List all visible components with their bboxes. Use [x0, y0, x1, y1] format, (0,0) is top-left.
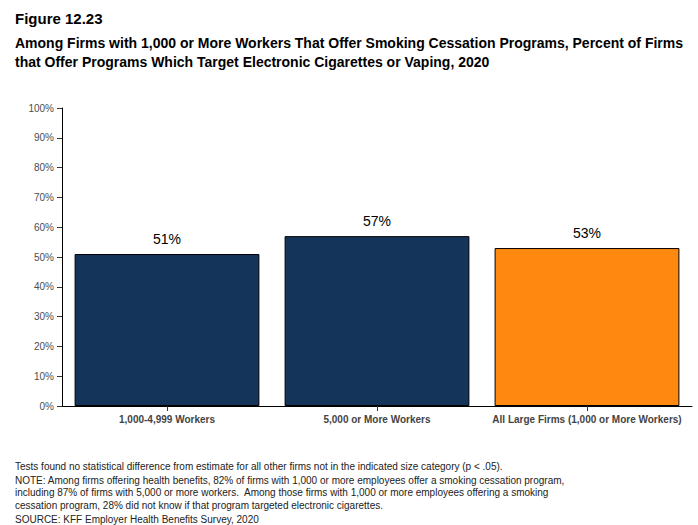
svg-text:70%: 70% [34, 192, 54, 203]
svg-text:57%: 57% [363, 213, 391, 229]
svg-text:40%: 40% [34, 281, 54, 292]
svg-text:20%: 20% [34, 341, 54, 352]
svg-text:5,000 or More Workers: 5,000 or More Workers [323, 414, 431, 425]
svg-text:51%: 51% [153, 231, 181, 247]
svg-text:60%: 60% [34, 222, 54, 233]
svg-text:30%: 30% [34, 311, 54, 322]
svg-text:All Large Firms (1,000 or More: All Large Firms (1,000 or More Workers) [492, 414, 681, 425]
svg-text:SOURCE: KFF Employer Health Be: SOURCE: KFF Employer Health Benefits Sur… [15, 514, 259, 525]
svg-text:53%: 53% [573, 225, 601, 241]
svg-text:NOTE: Among firms offering hea: NOTE: Among firms offering health benefi… [15, 475, 567, 486]
svg-text:50%: 50% [34, 252, 54, 263]
svg-text:90%: 90% [34, 132, 54, 143]
svg-text:10%: 10% [34, 371, 54, 382]
svg-text:including 87% of firms with 5,: including 87% of firms with 5,000 or mor… [15, 487, 551, 498]
svg-text:0%: 0% [40, 401, 55, 412]
svg-text:100%: 100% [28, 103, 54, 114]
svg-text:1,000-4,999 Workers: 1,000-4,999 Workers [119, 414, 215, 425]
svg-text:Tests found no statistical dif: Tests found no statistical difference fr… [15, 461, 503, 472]
svg-text:Among Firms with 1,000 or More: Among Firms with 1,000 or More Workers T… [15, 35, 687, 51]
svg-text:that Offer Programs Which Targ: that Offer Programs Which Target Electro… [15, 54, 490, 70]
svg-text:cessation program, 28% did not: cessation program, 28% did not know if t… [15, 500, 383, 511]
svg-text:Figure 12.23: Figure 12.23 [15, 10, 103, 27]
svg-text:80%: 80% [34, 162, 54, 173]
